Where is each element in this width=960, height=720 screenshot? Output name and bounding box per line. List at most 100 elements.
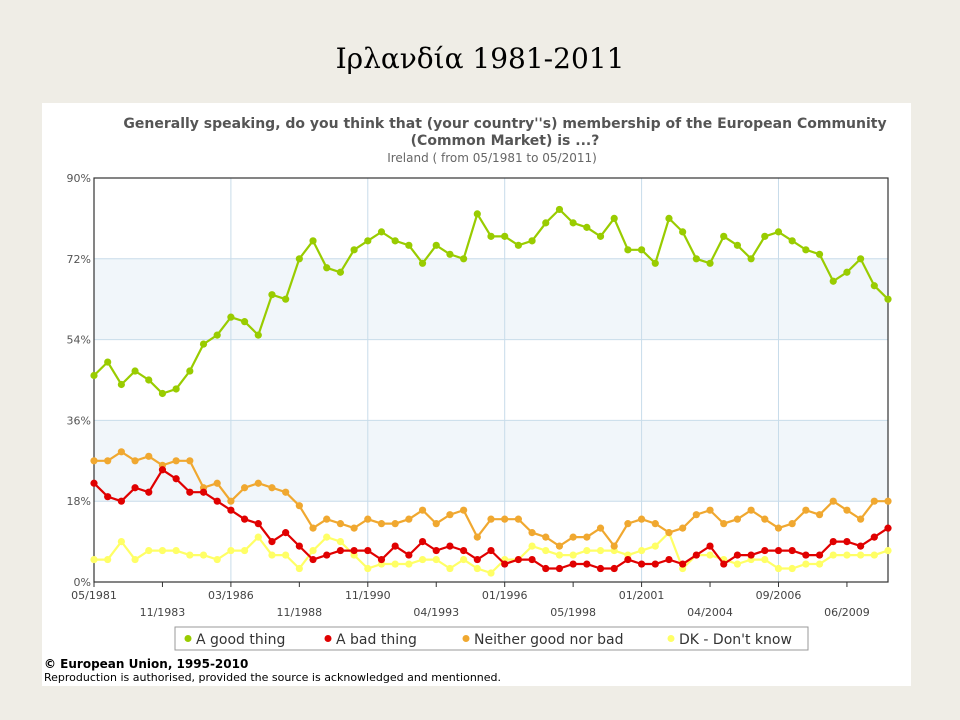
data-point (268, 551, 276, 559)
data-point (843, 506, 851, 514)
legend-marker (184, 635, 192, 642)
data-point (117, 380, 125, 389)
data-point (596, 524, 605, 532)
data-point (884, 497, 892, 505)
data-point (857, 551, 865, 559)
data-point (624, 555, 632, 564)
data-point (473, 564, 481, 573)
data-point (117, 538, 125, 546)
data-point (679, 524, 687, 532)
data-point (596, 546, 605, 555)
x-tick-label: 05/1981 (71, 589, 117, 602)
data-point (227, 497, 235, 505)
x-tick-label: 06/2009 (824, 606, 870, 619)
data-point (596, 232, 605, 240)
data-point (528, 237, 536, 245)
data-point (528, 542, 536, 550)
data-point (857, 515, 865, 523)
data-point (309, 524, 317, 532)
data-point (473, 210, 481, 218)
data-point (254, 533, 262, 541)
x-tick-label: 05/1998 (550, 606, 596, 619)
data-point (720, 520, 728, 528)
data-point (583, 223, 591, 231)
data-point (843, 551, 851, 559)
data-point (706, 506, 714, 514)
legend-label: DK - Don't know (679, 632, 792, 648)
legend-marker (324, 635, 332, 642)
data-point (364, 564, 372, 573)
data-point (487, 232, 495, 240)
series-layer (90, 205, 892, 577)
data-point (145, 546, 153, 555)
x-tick-label: 03/1986 (208, 589, 254, 602)
data-point (350, 546, 358, 555)
data-point (186, 457, 194, 465)
data-point (131, 555, 139, 564)
data-point (815, 560, 824, 568)
data-point (774, 524, 783, 532)
data-point (282, 551, 290, 559)
data-point (665, 529, 673, 537)
data-point (145, 452, 153, 460)
data-point (665, 214, 673, 222)
data-point (501, 232, 509, 240)
data-point (172, 546, 180, 555)
data-point (774, 564, 783, 573)
data-point (364, 515, 372, 523)
data-point (145, 488, 153, 496)
data-point (295, 255, 303, 263)
data-point (843, 538, 851, 546)
data-point (104, 457, 112, 465)
data-point (857, 255, 865, 263)
legend-marker (462, 635, 470, 642)
data-point (501, 560, 509, 568)
plot-area (93, 177, 888, 583)
data-point (460, 255, 468, 263)
y-tick-label: 90% (67, 172, 91, 185)
data-point (843, 268, 851, 276)
data-point (651, 560, 659, 568)
data-point (350, 524, 358, 532)
data-point (651, 259, 659, 267)
legend-label: Neither good nor bad (474, 632, 624, 648)
data-point (432, 546, 440, 555)
data-point (802, 506, 810, 514)
data-point (720, 232, 728, 240)
data-point (90, 371, 98, 380)
data-point (542, 219, 550, 227)
data-point (788, 546, 796, 555)
data-point (514, 555, 522, 564)
data-point (391, 542, 399, 550)
data-point (199, 340, 208, 348)
data-point (583, 546, 591, 555)
data-point (733, 551, 742, 559)
data-point (254, 520, 262, 528)
data-point (227, 506, 235, 514)
legend: A good thing A bad thing Neither good nor … (174, 626, 809, 651)
data-point (158, 389, 167, 398)
data-point (569, 533, 577, 541)
data-point (254, 331, 262, 339)
data-point (432, 520, 440, 528)
x-tick-label: 04/1993 (413, 606, 459, 619)
data-point (323, 264, 331, 272)
data-point (158, 546, 167, 555)
data-point (364, 546, 372, 555)
data-point (90, 555, 98, 564)
plot-band (94, 178, 888, 259)
data-point (555, 551, 564, 559)
data-point (282, 488, 290, 496)
data-point (761, 515, 769, 523)
data-point (104, 555, 112, 564)
data-point (679, 560, 687, 568)
data-point (733, 560, 742, 568)
data-point (583, 560, 591, 568)
data-point (692, 255, 700, 263)
data-point (815, 551, 824, 559)
data-point (651, 520, 659, 528)
data-point (501, 515, 509, 523)
data-point (446, 250, 454, 258)
data-point (282, 295, 290, 303)
data-point (460, 506, 468, 514)
